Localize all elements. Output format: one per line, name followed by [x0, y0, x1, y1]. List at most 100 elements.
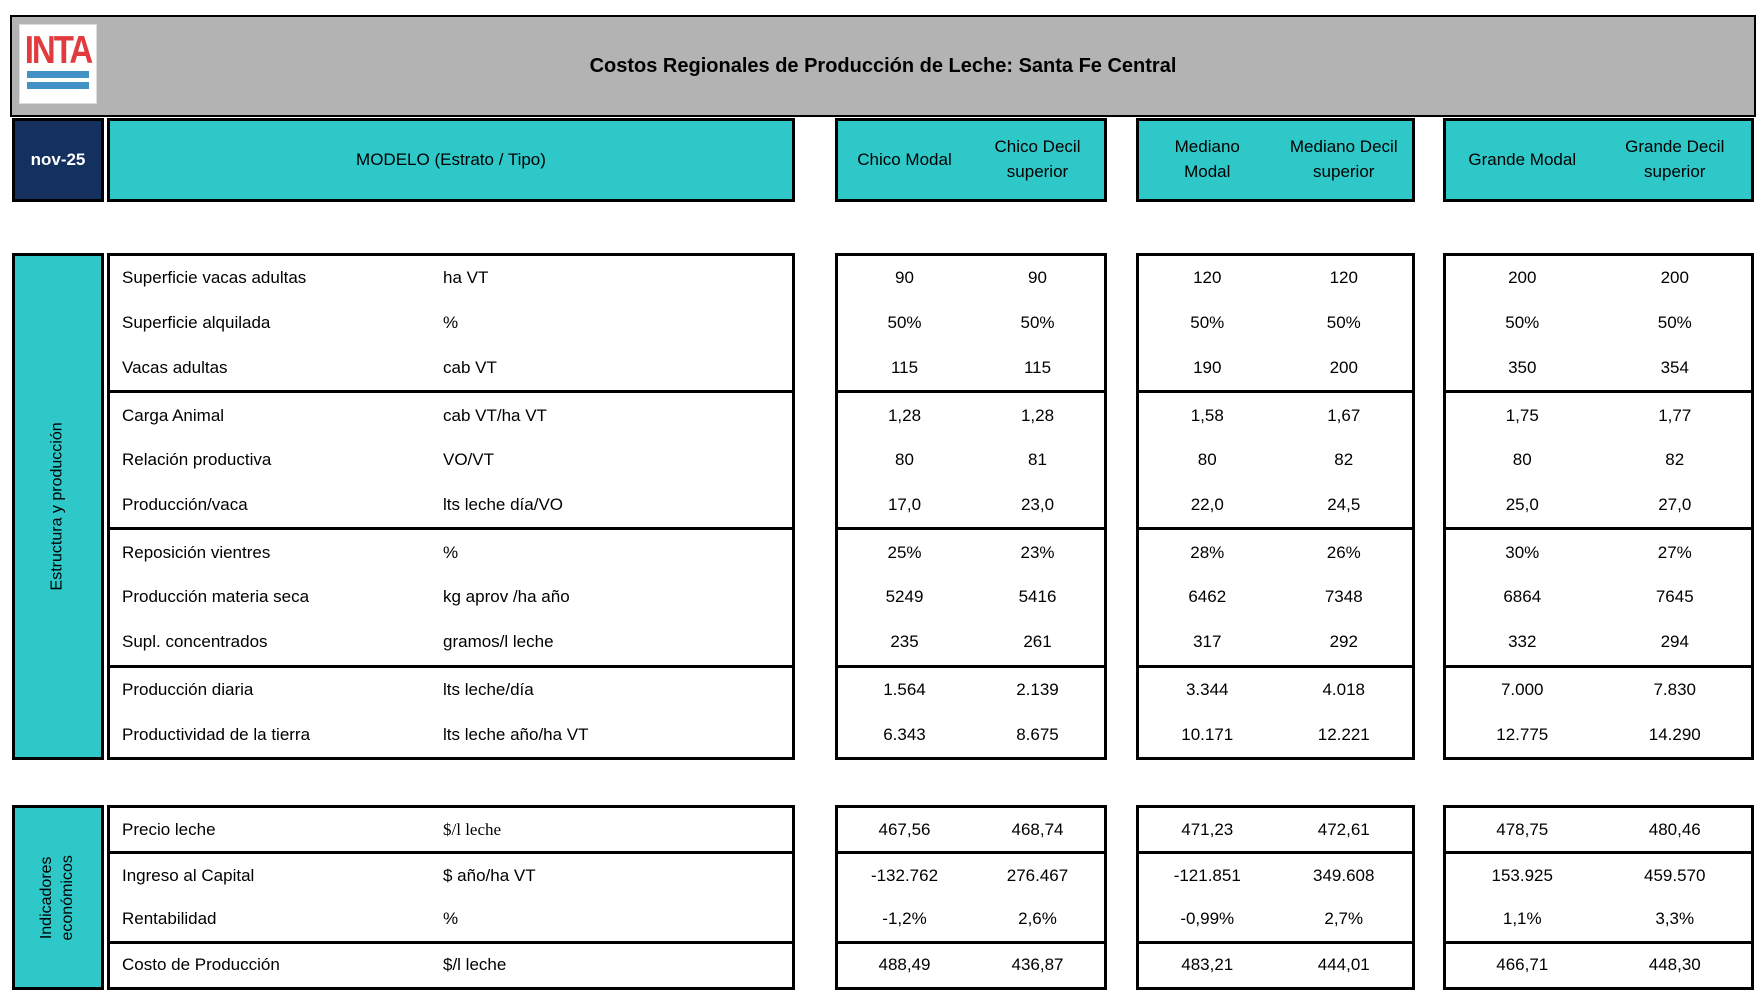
value-cell: 459.570 [1644, 865, 1706, 885]
value-cell: 235 [890, 632, 919, 652]
row-label: Producción/vaca [122, 495, 248, 515]
value-row: 200 200 [1446, 256, 1751, 301]
table-row: Productividad de la tierra lts leche año/… [110, 712, 792, 757]
section-strip-estructura: Estructura y producción [12, 253, 104, 760]
value-cell: 82 [1334, 450, 1354, 470]
value-row: 50% 50% [838, 301, 1104, 346]
value-row: 25,0 27,0 [1446, 483, 1751, 528]
value-cell: 1,28 [887, 405, 922, 425]
value-row: 6.343 8.675 [838, 712, 1104, 757]
column-header: Mediano Decil superior [1276, 135, 1413, 184]
value-row: 190 200 [1139, 345, 1412, 390]
value-cell: 28% [1190, 542, 1225, 562]
value-cell: 448,30 [1648, 955, 1701, 975]
table-row: Producción diaria lts leche/día [110, 668, 792, 713]
value-cell: 4.018 [1322, 679, 1366, 699]
row-label: Vacas adultas [122, 357, 228, 377]
value-cell: 120 [1193, 268, 1222, 288]
value-cell: 153.925 [1491, 865, 1553, 885]
value-row-group: 1,28 1,28 80 81 17,0 23,0 [838, 390, 1104, 527]
column-header: Chico Decil superior [971, 135, 1104, 184]
value-cell: 200 [1508, 268, 1537, 288]
value-row-group: 120 120 50% 50% 190 200 [1139, 256, 1412, 390]
value-cell: 115 [1023, 357, 1052, 377]
table-row: Carga Animal cab VT/ha VT [110, 393, 792, 438]
value-cell: 2,7% [1324, 909, 1364, 929]
value-row: 50% 50% [1446, 301, 1751, 346]
value-cell: -132.762 [870, 865, 939, 885]
value-row: 467,56 468,74 [838, 808, 1104, 851]
value-row: 7.000 7.830 [1446, 668, 1751, 713]
value-cell: 1.564 [883, 679, 926, 699]
value-cell: 2.139 [1016, 679, 1059, 699]
row-label: Reposición vientres [122, 542, 271, 562]
value-cell: 471,23 [1181, 819, 1234, 839]
value-row-group: 1,75 1,77 80 82 25,0 27,0 [1446, 390, 1751, 527]
table-row: Ingreso al Capital $ año/ha VT [110, 854, 792, 897]
value-row: 350 354 [1446, 345, 1751, 390]
table-row: Producción/vaca lts leche día/VO [110, 483, 792, 528]
value-cell: 483,21 [1181, 955, 1234, 975]
value-cell: 5416 [1018, 587, 1057, 607]
column-header: Grande Decil superior [1599, 135, 1752, 184]
table-row: Producción materia seca kg aprov /ha año [110, 575, 792, 620]
value-row: 80 82 [1139, 438, 1412, 483]
table-row: Superficie alquilada% [110, 301, 792, 346]
value-row-group: 153.925 459.570 1,1% 3,3% [1446, 851, 1751, 941]
row-label: Superficie alquilada [122, 313, 271, 333]
row-label: Producción diaria [122, 679, 254, 699]
value-row-group: 7.000 7.830 12.775 14.290 [1446, 664, 1751, 757]
value-row-group: 30% 27% 6864 7645 332 294 [1446, 527, 1751, 664]
value-cell: 8.675 [1016, 724, 1059, 744]
value-row: 115 115 [838, 345, 1104, 390]
value-cell: 5249 [885, 587, 924, 607]
value-cell: 17,0 [887, 495, 922, 515]
value-cell: 12.221 [1317, 724, 1370, 744]
date-cell: nov-25 [12, 118, 104, 202]
table-row: Rentabilidad% [110, 898, 792, 941]
value-cell: 27,0 [1658, 495, 1692, 515]
value-cell: 25% [887, 542, 922, 562]
value-cell: 200 [1329, 357, 1358, 377]
row-unit: $/l leche [443, 955, 507, 975]
title-bar: Costos Regionales de Producción de Leche… [10, 15, 1756, 117]
value-cell: 23% [1020, 542, 1055, 562]
row-unit: ha VT [443, 268, 489, 288]
column-header: Mediano Modal [1139, 135, 1276, 184]
value-row: 1,28 1,28 [838, 393, 1104, 438]
value-cell: 24,5 [1327, 495, 1361, 515]
row-group: Producción diaria lts leche/día Productivi… [110, 664, 792, 757]
row-group: Precio leche $/l leche [110, 808, 792, 851]
value-cell: 30% [1505, 542, 1540, 562]
table-row: Superficie vacas adultas ha VT [110, 256, 792, 301]
value-cell: 7.000 [1500, 679, 1544, 699]
value-row: 28% 26% [1139, 530, 1412, 575]
value-row: 50% 50% [1139, 301, 1412, 346]
value-row: -0,99% 2,7% [1139, 898, 1412, 941]
value-row: -132.762 276.467 [838, 854, 1104, 897]
value-row: 1.564 2.139 [838, 668, 1104, 713]
row-unit: VO/VT [443, 450, 495, 470]
value-row-group: 1.564 2.139 6.343 8.675 [838, 664, 1104, 757]
value-cell: 10.171 [1181, 724, 1234, 744]
value-cell: 436,87 [1011, 955, 1064, 975]
row-label: Superficie vacas adultas [122, 268, 307, 288]
table2-values-mediano: 471,23 472,61 -121.851 349.608 -0,99% 2,7% 483… [1136, 805, 1415, 990]
value-row-group: 3.344 4.018 10.171 12.221 [1139, 664, 1412, 757]
table-row: Costo de Producción $/l leche [110, 944, 792, 987]
value-cell: 23,0 [1020, 495, 1055, 515]
value-row: 317 292 [1139, 620, 1412, 665]
value-cell: 50% [1190, 313, 1225, 333]
value-cell: 354 [1660, 357, 1689, 377]
value-cell: 50% [1657, 313, 1692, 333]
value-cell: 6.343 [883, 724, 926, 744]
table-row: Supl. concentrados gramos/l leche [110, 620, 792, 665]
row-label: Productividad de la tierra [122, 724, 311, 744]
value-row-group: 466,71 448,30 [1446, 940, 1751, 987]
value-cell: 115 [890, 357, 919, 377]
row-unit: % [443, 909, 459, 929]
row-label: Costo de Producción [122, 955, 280, 975]
value-row: 10.171 12.221 [1139, 712, 1412, 757]
value-row-group: 471,23 472,61 [1139, 808, 1412, 851]
value-cell: 1,77 [1658, 405, 1692, 425]
